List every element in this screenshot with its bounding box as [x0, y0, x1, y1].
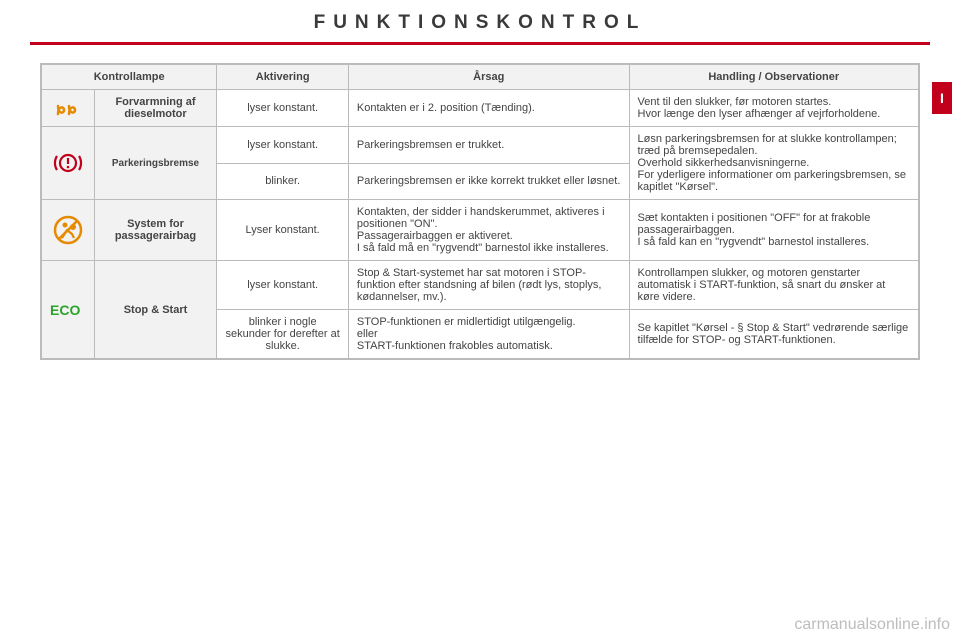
- brake-action: Løsn parkeringsbremsen for at slukke kon…: [629, 127, 918, 200]
- stopstart-a1-cause: Stop & Start-systemet har sat motoren i …: [348, 261, 629, 310]
- table-row: ECO Stop & Start lyser konstant. Stop & …: [42, 261, 919, 310]
- brake-name: Parkeringsbremse: [94, 127, 217, 200]
- airbag-name: System for passagerairbag: [94, 200, 217, 261]
- divider: [30, 42, 930, 45]
- passenger-airbag-icon: [42, 200, 95, 261]
- stopstart-a2-action: Se kapitlet "Kørsel - § Stop & Start" ve…: [629, 310, 918, 359]
- page-title: FUNKTIONSKONTROL: [0, 0, 960, 42]
- side-tab: I: [932, 82, 952, 114]
- col-cause: Årsag: [348, 65, 629, 90]
- brake-a1-cause: Parkeringsbremsen er trukket.: [348, 127, 629, 164]
- watermark: carmanualsonline.info: [794, 616, 950, 634]
- table-row: Forvarmning af dieselmotor lyser konstan…: [42, 90, 919, 127]
- brake-a1-activation: lyser konstant.: [217, 127, 349, 164]
- stopstart-a1-action: Kontrollampen slukker, og motoren gensta…: [629, 261, 918, 310]
- airbag-cause: Kontakten, der sidder i handskerummet, a…: [348, 200, 629, 261]
- stopstart-a1-activation: lyser konstant.: [217, 261, 349, 310]
- diesel-cause: Kontakten er i 2. position (Tænding).: [348, 90, 629, 127]
- stopstart-a2-cause: STOP-funktionen er midlertidigt utilgæng…: [348, 310, 629, 359]
- warning-lamp-table: Kontrollampe Aktivering Årsag Handling /…: [40, 63, 920, 360]
- parking-brake-icon: [42, 127, 95, 200]
- airbag-action: Sæt kontakten i positionen "OFF" for at …: [629, 200, 918, 261]
- diesel-action: Vent til den slukker, før motoren starte…: [629, 90, 918, 127]
- svg-text:ECO: ECO: [50, 302, 80, 318]
- airbag-activation: Lyser konstant.: [217, 200, 349, 261]
- diesel-preheat-icon: [42, 90, 95, 127]
- diesel-activation: lyser konstant.: [217, 90, 349, 127]
- stopstart-a2-activation: blinker i nogle sekunder for derefter at…: [217, 310, 349, 359]
- eco-icon: ECO: [42, 261, 95, 359]
- table-row: System for passagerairbag Lyser konstant…: [42, 200, 919, 261]
- brake-a2-cause: Parkeringsbremsen er ikke korrekt trukke…: [348, 163, 629, 200]
- col-lamp: Kontrollampe: [42, 65, 217, 90]
- table-header-row: Kontrollampe Aktivering Årsag Handling /…: [42, 65, 919, 90]
- diesel-name: Forvarmning af dieselmotor: [94, 90, 217, 127]
- col-action: Handling / Observationer: [629, 65, 918, 90]
- table-row: Parkeringsbremse lyser konstant. Parkeri…: [42, 127, 919, 164]
- col-activation: Aktivering: [217, 65, 349, 90]
- brake-a2-activation: blinker.: [217, 163, 349, 200]
- stopstart-name: Stop & Start: [94, 261, 217, 359]
